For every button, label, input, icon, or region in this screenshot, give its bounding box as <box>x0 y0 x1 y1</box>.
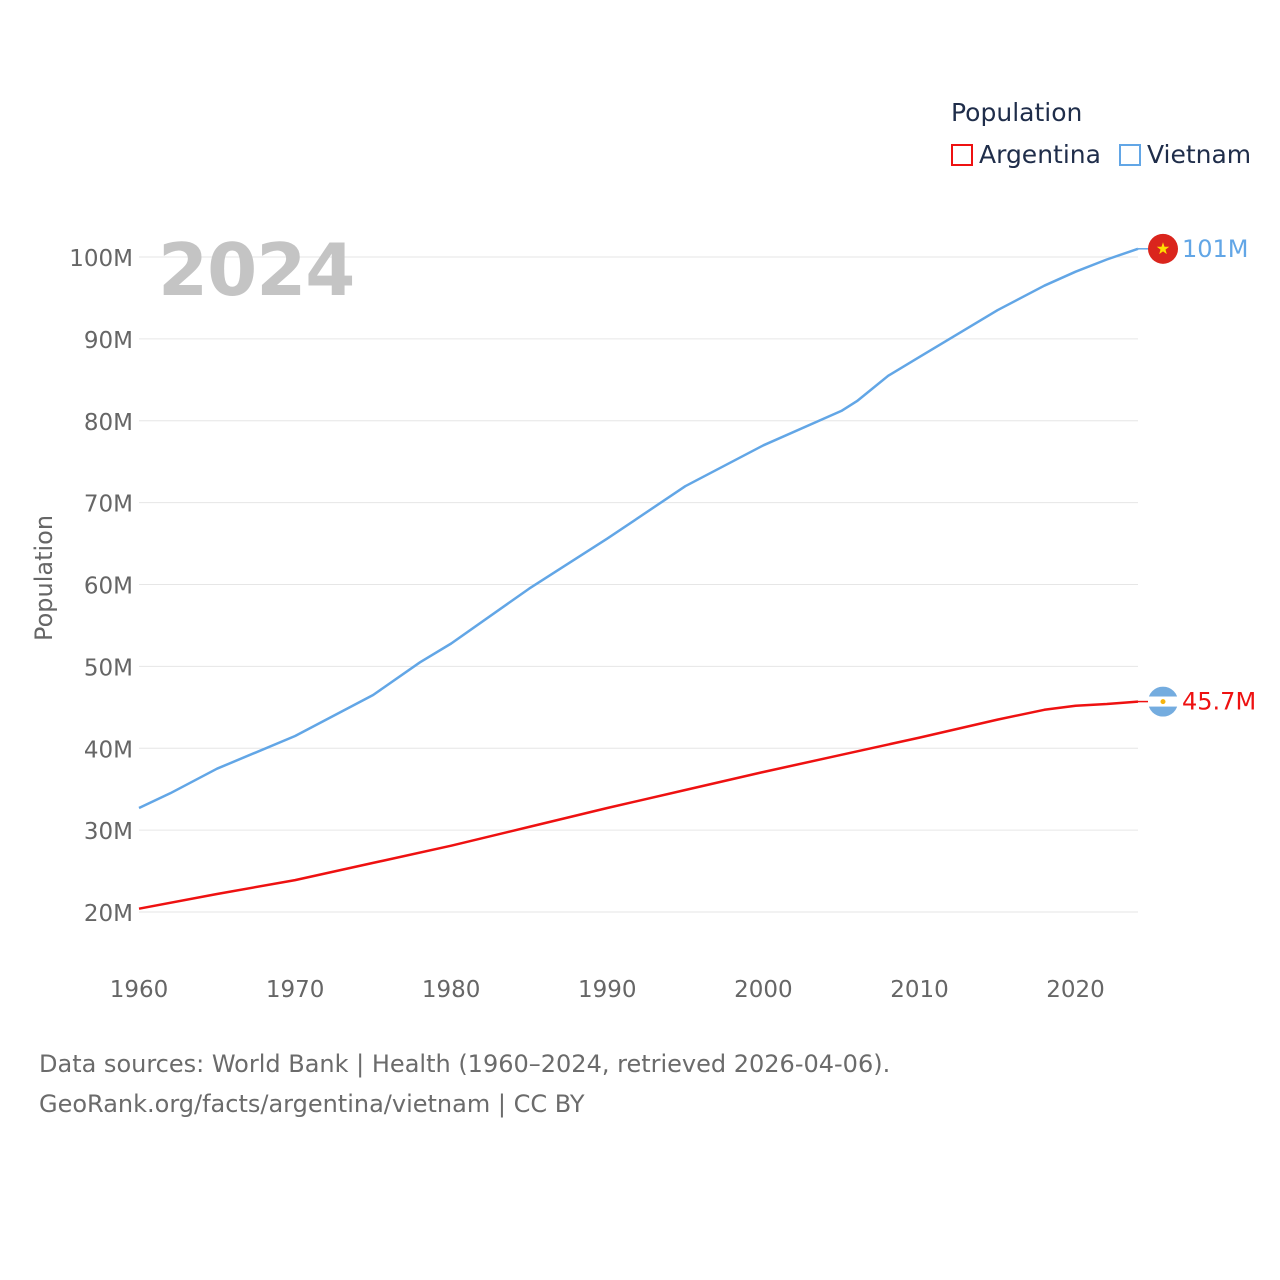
y-tick-label: 40M <box>84 737 133 763</box>
x-tick-label: 1990 <box>578 977 637 1003</box>
y-tick-label: 70M <box>84 492 133 518</box>
y-axis-ticks: 20M 30M 40M 50M 60M 70M 80M 90M 100M <box>69 246 133 927</box>
argentina-flag-icon <box>1148 686 1178 717</box>
y-tick-label: 80M <box>84 410 133 436</box>
x-axis-ticks: 1960 1970 1980 1990 2000 2010 2020 <box>110 977 1105 1003</box>
x-tick-label: 2010 <box>890 977 949 1003</box>
series-layer <box>138 247 1139 910</box>
year-watermark: 2024 <box>158 228 355 312</box>
y-tick-label: 60M <box>84 574 133 600</box>
x-tick-label: 1960 <box>110 977 169 1003</box>
y-tick-label: 90M <box>84 328 133 354</box>
legend-title: Population <box>951 98 1083 127</box>
y-tick-label: 20M <box>84 901 133 927</box>
series-end-markers: 45.7M 101M <box>1138 233 1256 717</box>
legend: Argentina Vietnam <box>951 140 1269 169</box>
legend-item-argentina[interactable]: Argentina <box>951 140 1101 169</box>
end-label-argentina: 45.7M <box>1182 688 1256 716</box>
series-line-vietnam[interactable] <box>138 247 1139 810</box>
x-tick-label: 2020 <box>1046 977 1105 1003</box>
series-line-argentina[interactable] <box>138 700 1139 910</box>
source-line-1: Data sources: World Bank | Health (1960–… <box>39 1050 891 1078</box>
y-tick-label: 100M <box>69 246 133 272</box>
source-line-2[interactable]: GeoRank.org/facts/argentina/vietnam | CC… <box>39 1090 585 1118</box>
end-label-vietnam: 101M <box>1182 235 1249 263</box>
vietnam-flag-icon <box>1148 233 1178 264</box>
y-tick-label: 50M <box>84 655 133 681</box>
x-tick-label: 1970 <box>266 977 325 1003</box>
source-footer: Data sources: World Bank | Health (1960–… <box>39 1044 890 1124</box>
legend-item-vietnam[interactable]: Vietnam <box>1118 140 1252 169</box>
legend-swatch-argentina <box>951 143 973 166</box>
grid-layer <box>139 256 1138 913</box>
y-axis-label: Population <box>30 515 58 641</box>
x-tick-label: 2000 <box>734 977 793 1003</box>
y-tick-label: 30M <box>84 819 133 845</box>
legend-label-vietnam: Vietnam <box>1146 140 1252 169</box>
legend-label-argentina: Argentina <box>979 140 1101 169</box>
x-tick-label: 1980 <box>422 977 481 1003</box>
legend-swatch-vietnam <box>1118 143 1141 166</box>
